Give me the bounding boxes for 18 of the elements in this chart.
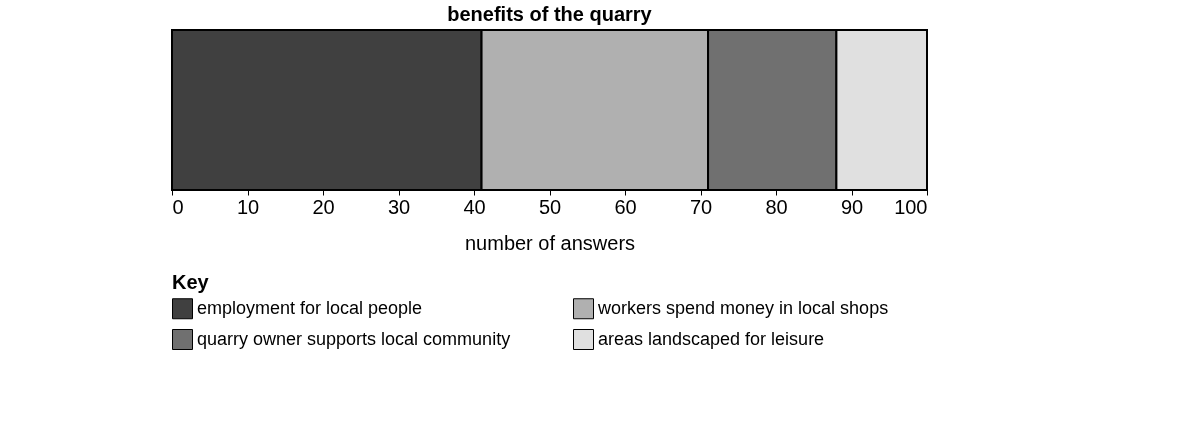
x-tick-label: 10	[236, 195, 260, 218]
x-tick-label: 60	[614, 195, 637, 218]
legend-label: workers spend money in local shops	[597, 297, 889, 318]
x-tick-label: 90	[840, 195, 864, 218]
x-tick-label: 50	[538, 195, 562, 218]
x-tick-label: 20	[312, 195, 335, 218]
x-axis-title: number of answers	[464, 231, 636, 254]
x-tick-label: 70	[689, 195, 713, 218]
legend-title: Key	[172, 271, 210, 293]
legend-label: quarry owner supports local community	[197, 328, 511, 349]
chart-title: benefits of the quarry	[447, 3, 653, 25]
x-tick-label: 40	[463, 195, 486, 218]
legend-label: areas landscaped for leisure	[598, 328, 825, 349]
legend-label: employment for local people	[197, 297, 423, 318]
x-tick-label: 30	[387, 195, 411, 218]
x-tick-label: 80	[765, 195, 788, 218]
x-tick-label: 0	[172, 195, 184, 218]
x-tick-label: 100	[894, 195, 928, 218]
